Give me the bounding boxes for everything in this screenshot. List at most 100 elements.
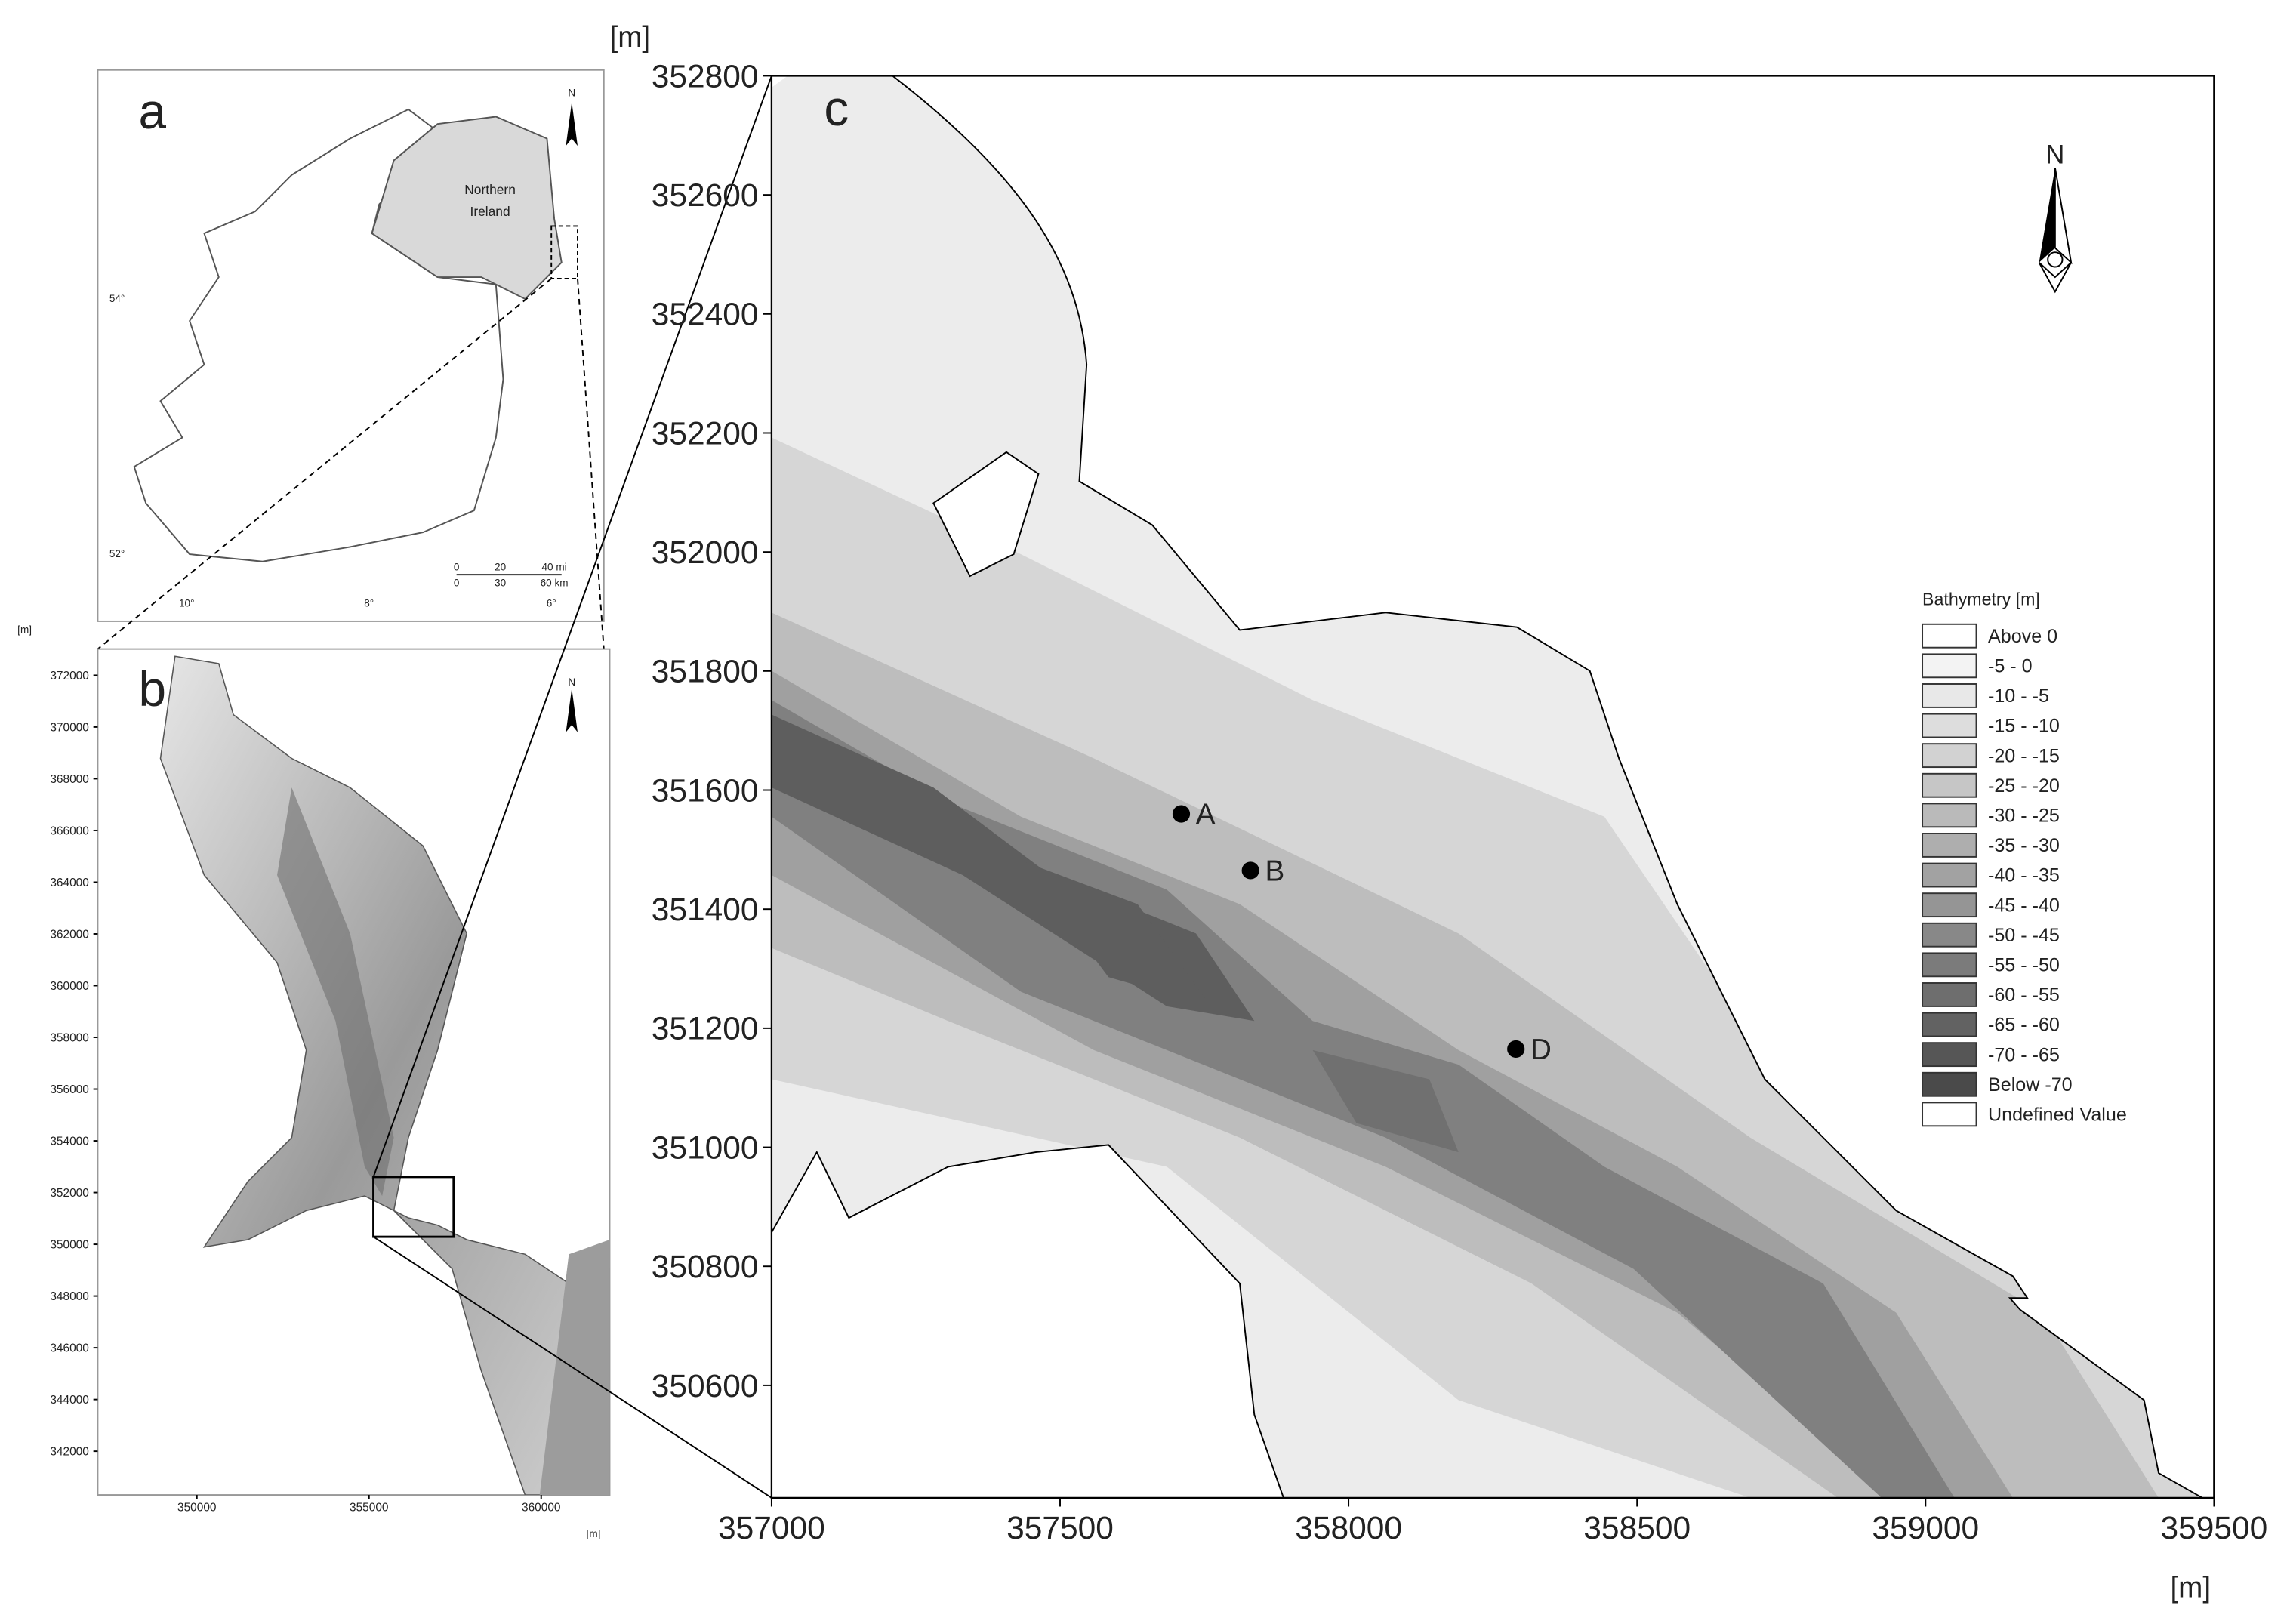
panel-label: b	[139, 661, 167, 716]
y-tick-label: 368000	[50, 773, 89, 786]
panel-b: b N [m] [m] 350000 355000 360000 342000 3440…	[17, 75, 772, 1539]
legend-swatch	[1922, 952, 1977, 978]
legend-label: -20 - -15	[1988, 745, 2060, 766]
station	[1507, 1040, 1525, 1059]
y-tick-label: 354000	[50, 1135, 89, 1148]
y-tick-label: 352200	[652, 416, 759, 451]
scale-label: 0	[454, 561, 460, 572]
sea-b	[539, 1239, 610, 1496]
axis-unit: [m]	[2170, 1571, 2211, 1604]
x-tick-label: 357500	[1006, 1511, 1114, 1546]
y-tick-label: 350600	[652, 1369, 759, 1404]
legend-label: -10 - -5	[1988, 686, 2049, 707]
legend-swatch	[1922, 772, 1977, 798]
legend-label: -30 - -25	[1988, 806, 2060, 827]
connector	[97, 278, 552, 650]
panel-label: c	[824, 81, 849, 136]
y-tick-label: 346000	[50, 1342, 89, 1355]
y-tick-label: 352600	[652, 178, 759, 214]
legend-swatch	[1922, 683, 1977, 708]
x-tick-label: 358500	[1583, 1511, 1691, 1546]
connector	[372, 75, 772, 1178]
x-tick-label: 359000	[1872, 1511, 1979, 1546]
north-arrow	[566, 102, 578, 146]
lon-label: 8°	[364, 598, 374, 609]
x-tick-label: 357000	[718, 1511, 825, 1546]
y-tick-label: 360000	[50, 980, 89, 993]
y-tick-label: 352400	[652, 297, 759, 333]
coastline	[771, 1144, 1284, 1498]
north-arrow	[2038, 261, 2072, 294]
scale-label: 30	[495, 578, 506, 589]
y-tick-label: 372000	[50, 670, 89, 683]
legend-label: -15 - -10	[1988, 716, 2060, 737]
region-label: Northern	[464, 182, 516, 197]
lon-label: 10°	[179, 598, 194, 609]
axis-unit: [m]	[17, 624, 32, 635]
y-tick-label: 350000	[50, 1238, 89, 1251]
legend-swatch	[1922, 743, 1977, 769]
x-tick-label: 360000	[522, 1501, 561, 1514]
legend-swatch	[1922, 1042, 1977, 1068]
station-label: A	[1196, 799, 1216, 831]
y-tick-label: 358000	[50, 1031, 89, 1044]
northern-ireland	[371, 116, 563, 300]
channel-b	[277, 787, 394, 1197]
y-tick-label: 351000	[652, 1130, 759, 1166]
legend-label: -35 - -30	[1988, 835, 2060, 856]
north-arrow	[2054, 167, 2073, 265]
coastline	[771, 75, 788, 88]
coastline	[891, 75, 2215, 1498]
legend-swatch	[1922, 1102, 1977, 1127]
north-label: N	[568, 676, 575, 688]
station	[1241, 861, 1259, 880]
y-tick-label: 344000	[50, 1394, 89, 1407]
lat-label: 54°	[109, 293, 125, 304]
panel-a: a N Northern Ireland 54° 52° 10° 8° 6° 0…	[97, 69, 605, 650]
station	[1172, 805, 1191, 823]
legend-swatch	[1922, 892, 1977, 918]
legend-swatch	[1922, 862, 1977, 888]
north-arrow	[2047, 251, 2064, 268]
x-tick-label: 359500	[2161, 1511, 2268, 1546]
legend-label: -25 - -20	[1988, 775, 2060, 797]
y-tick-label: 352000	[50, 1187, 89, 1200]
legend-label: -50 - -45	[1988, 925, 2060, 946]
legend-label: -60 - -55	[1988, 985, 2060, 1006]
x-tick-label: 355000	[350, 1501, 389, 1514]
region-label: Ireland	[470, 204, 510, 219]
legend-title: Bathymetry [m]	[1922, 590, 2040, 609]
y-tick-label: 351200	[652, 1012, 759, 1047]
legend-label: Undefined Value	[1988, 1105, 2127, 1126]
legend-label: -70 - -65	[1988, 1044, 2060, 1065]
north-label: N	[568, 87, 575, 98]
island	[932, 451, 1040, 578]
y-tick-label: 370000	[50, 721, 89, 734]
north-arrow	[2039, 168, 2055, 263]
y-tick-label: 356000	[50, 1083, 89, 1096]
y-tick-label: 352800	[652, 59, 759, 94]
lon-label: 6°	[547, 598, 556, 609]
y-tick-label: 364000	[50, 877, 89, 889]
north-label: N	[2045, 140, 2064, 169]
depth-band	[1021, 860, 1211, 1006]
inset-box	[372, 1176, 455, 1238]
panel-label: a	[139, 84, 167, 139]
legend-swatch	[1922, 803, 1977, 828]
connector	[373, 1236, 772, 1499]
legend-swatch	[1922, 1071, 1977, 1097]
y-tick-label: 342000	[50, 1446, 89, 1459]
panel-c: c N [m] [m] Bathymetry [m] 357000 357500 3…	[609, 21, 2267, 1604]
y-tick-label: 351400	[652, 892, 759, 928]
scale-label: 0	[454, 578, 460, 589]
station-label: B	[1265, 855, 1285, 887]
y-tick-label: 350800	[652, 1250, 759, 1285]
connector	[577, 278, 605, 649]
legend-label: -65 - -60	[1988, 1015, 2060, 1036]
depth-band	[1312, 1049, 1459, 1153]
legend-swatch	[1922, 982, 1977, 1007]
axis-unit: [m]	[609, 21, 650, 54]
y-tick-label: 351800	[652, 655, 759, 690]
